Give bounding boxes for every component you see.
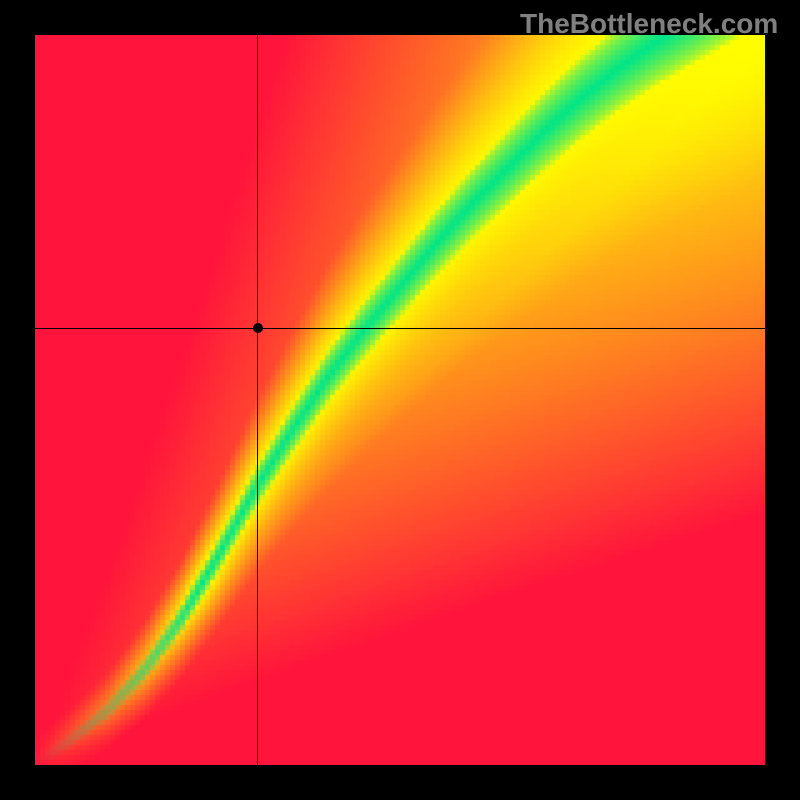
crosshair-vertical <box>257 35 258 765</box>
chart-container: TheBottleneck.com <box>0 0 800 800</box>
watermark-text: TheBottleneck.com <box>520 8 778 40</box>
heatmap-canvas <box>35 35 765 765</box>
plot-area <box>35 35 765 765</box>
crosshair-horizontal <box>35 328 765 329</box>
